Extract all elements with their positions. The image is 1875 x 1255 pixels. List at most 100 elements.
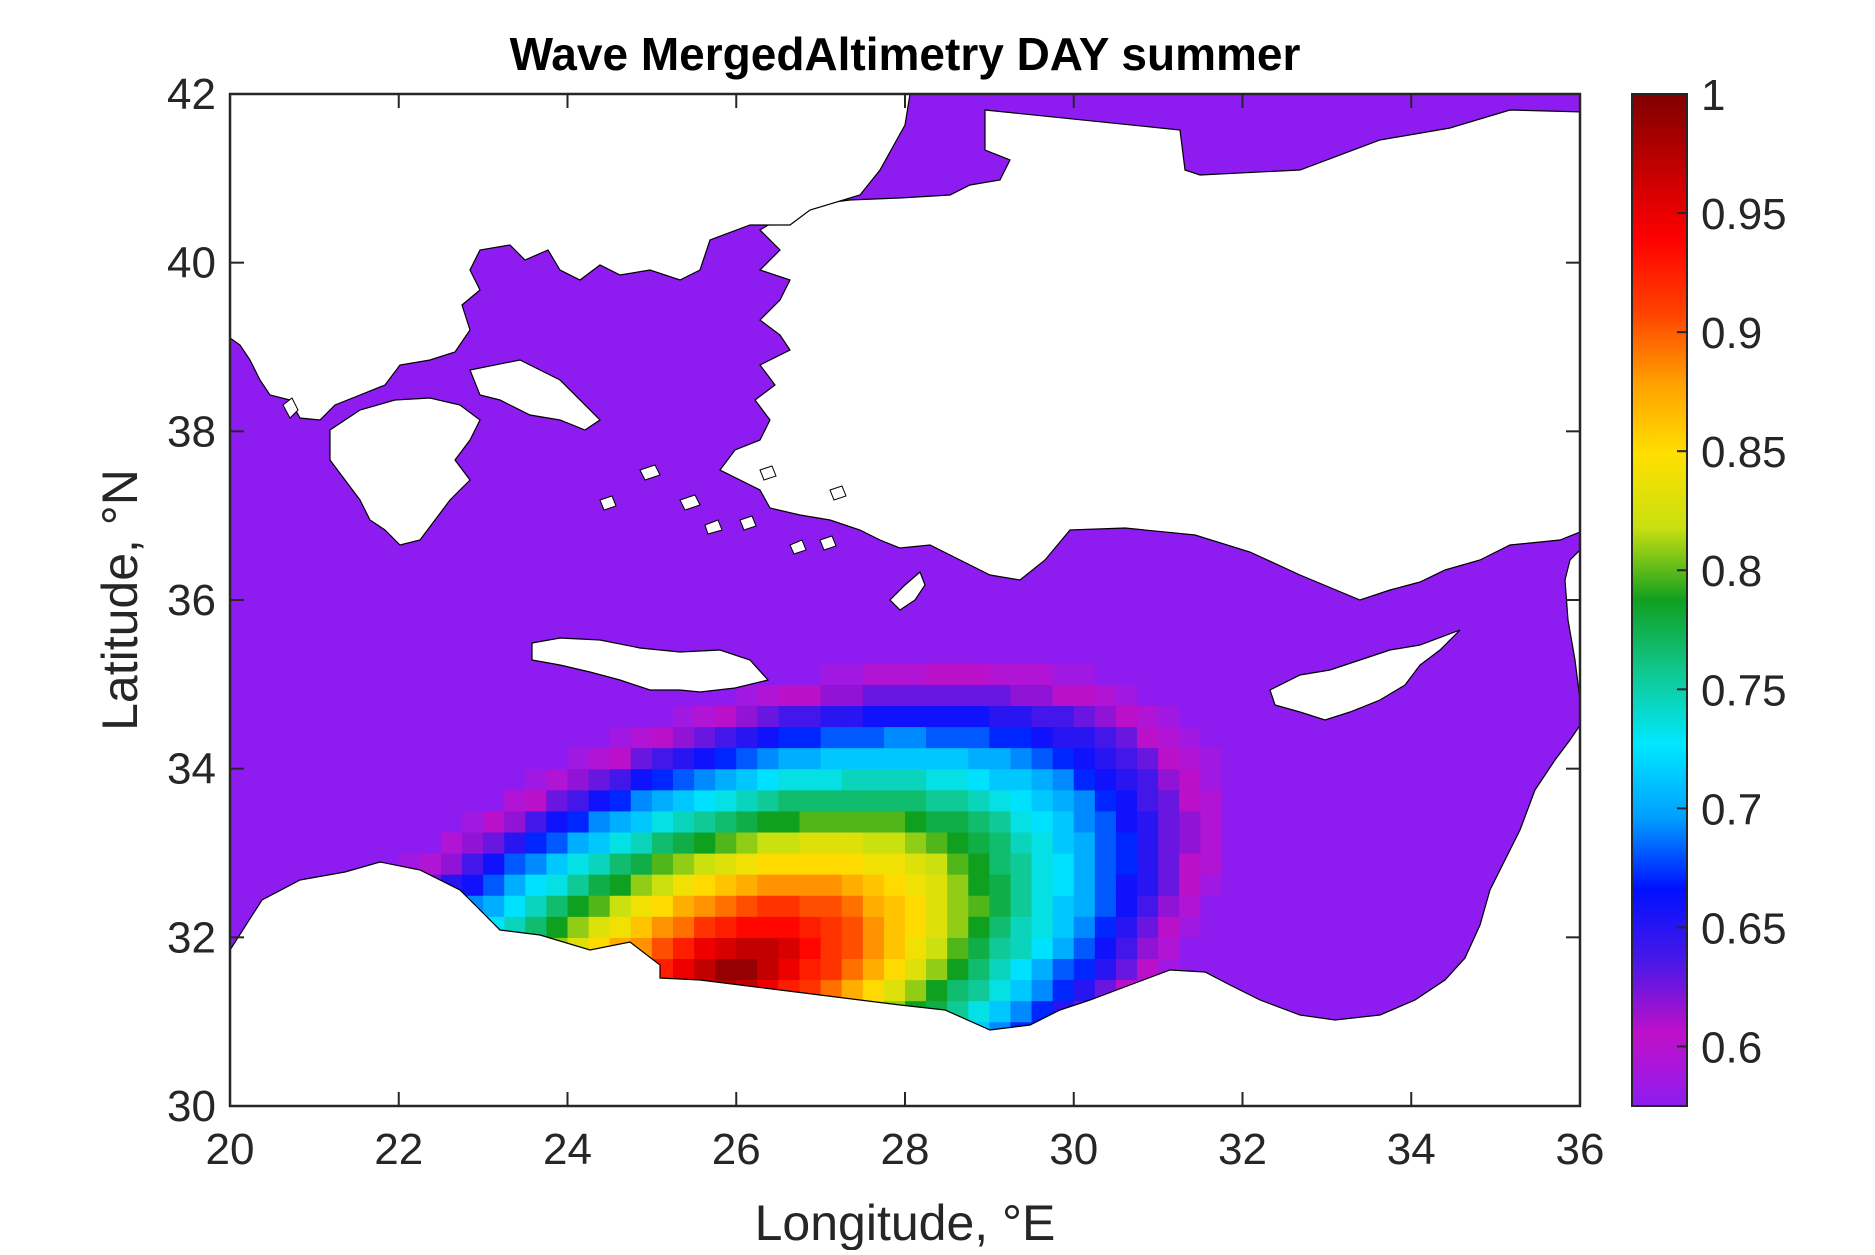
field-cell [567,431,590,454]
field-cell [272,684,294,707]
x-axis: 20 22 24 26 28 30 32 34 36 [206,94,1604,1174]
field-cell [905,621,927,643]
field-cell [1031,979,1054,1002]
field-cell [1179,937,1201,960]
field-cell [883,726,906,749]
field-cell [947,874,969,896]
field-cell [609,347,632,369]
field-cell [926,705,948,728]
field-cell [251,747,273,770]
field-cell [314,536,337,559]
field-cell [314,853,337,875]
field-cell [567,789,590,812]
field-cell [546,600,569,622]
field-cell [1010,705,1033,728]
field-cell [841,768,864,791]
field-cell [1137,536,1159,559]
x-tick-label: 24 [543,1125,592,1174]
field-cell [1031,810,1054,833]
field-cell [630,600,653,622]
field-cell [1094,578,1117,601]
field-cell [462,494,484,517]
field-cell [1010,768,1033,791]
field-cell [1158,578,1180,601]
field-cell [504,262,526,285]
field-cell [1305,895,1328,917]
field-cell [588,325,611,348]
field-cell [905,979,927,1002]
field-cell [1137,768,1159,791]
field-cell [335,557,358,580]
field-cell [1010,684,1033,707]
field-cell [1242,621,1265,643]
field-cell [968,1000,990,1023]
field-cell [1115,578,1138,601]
field-cell [1305,600,1328,622]
field-cell [989,958,1012,981]
field-cell [483,494,505,517]
field-cell [1326,94,1349,116]
field-cell [1052,684,1075,707]
field-cell [525,916,548,938]
field-cell [546,789,569,812]
field-cell [314,663,337,685]
field-cell [504,726,526,749]
field-cell [905,726,927,749]
field-cell [398,557,421,580]
field-cell [694,853,716,875]
field-cell [989,874,1012,896]
field-cell [1073,705,1096,728]
field-cell [377,810,400,833]
field-cell [1537,557,1560,580]
field-cell [293,473,315,496]
field-cell [356,726,379,749]
field-cell [1263,958,1286,981]
field-cell [905,768,927,791]
field-cell [672,452,695,475]
field-cell [1474,600,1497,622]
field-cell [335,810,358,833]
field-cell [567,452,590,475]
field-cell [926,747,948,770]
field-cell [968,684,990,707]
field-cell [251,684,273,707]
field-cell [1284,831,1307,854]
field-cell [799,747,822,770]
field-cell [462,768,484,791]
field-cell [968,705,990,728]
field-cell [567,283,590,306]
field-cell [1242,958,1265,981]
field-cell [1347,726,1370,749]
field-cell [989,600,1012,622]
field-cell [989,979,1012,1002]
field-cell [672,831,695,854]
field-cell [862,789,885,812]
field-cell [1031,621,1054,643]
field-cell [736,768,758,791]
field-cell [1010,789,1033,812]
field-cell [272,726,294,749]
field-cell [419,831,442,854]
field-cell [251,705,273,728]
field-cell [230,410,252,432]
field-cell [377,726,400,749]
field-cell [926,557,948,580]
field-cell [230,557,252,580]
field-cell [1347,789,1370,812]
field-cell [1453,642,1476,664]
field-cell [968,831,990,854]
field-cell [272,642,294,664]
field-cell [398,768,421,791]
field-cell [736,304,758,327]
field-cell [757,853,780,875]
field-cell [672,536,695,559]
field-cell [377,578,400,601]
field-cell [1094,726,1117,749]
field-cell [546,473,569,496]
field-cell [651,600,674,622]
field-cell [1263,705,1286,728]
field-cell [462,515,484,538]
field-cell [1305,621,1328,643]
field-cell [1221,916,1244,938]
field-cell [1179,663,1201,685]
